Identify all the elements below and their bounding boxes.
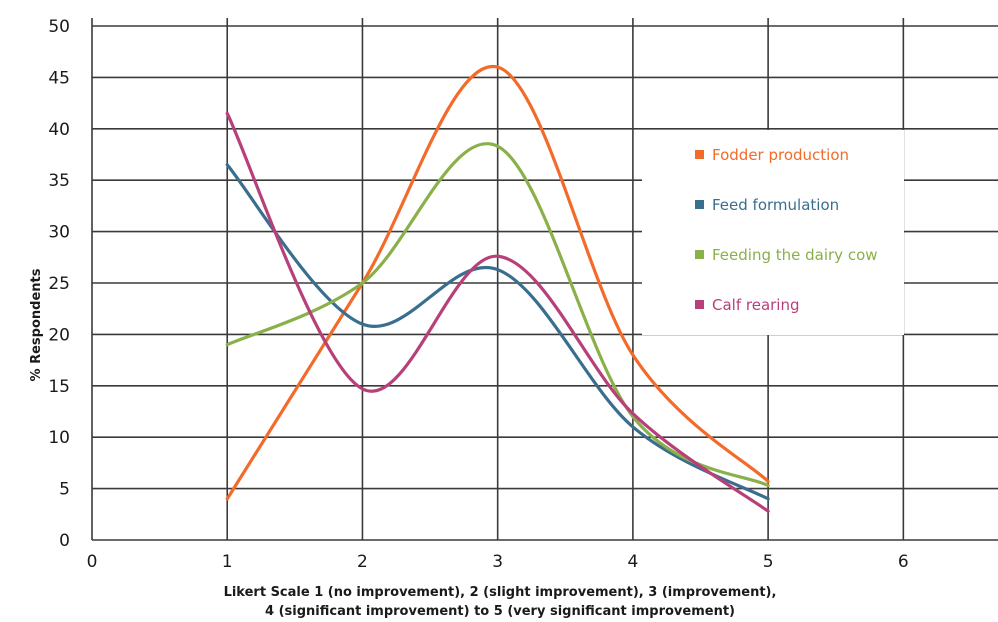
- legend-label-fodder-production: Fodder production: [712, 146, 849, 164]
- x-tick-label: 0: [87, 552, 98, 572]
- series-line-calf-rearing: [225, 111, 770, 513]
- legend-swatch-feed-formulation: [695, 200, 704, 209]
- y-axis-title: % Respondents: [29, 268, 44, 381]
- y-tick-label: 20: [48, 325, 70, 345]
- series-lines: [225, 65, 770, 513]
- y-tick-label: 50: [48, 17, 70, 37]
- x-tick-label: 5: [763, 552, 774, 572]
- y-tick-label: 15: [48, 377, 70, 397]
- x-tick-label: 6: [898, 552, 909, 572]
- legend-background: [642, 130, 904, 335]
- legend: Fodder production Feed formulation Feeding…: [642, 130, 904, 335]
- x-axis-title-line-1: Likert Scale 1 (no improvement), 2 (slig…: [224, 585, 777, 600]
- legend-swatch-calf-rearing: [695, 300, 704, 309]
- y-tick-label: 45: [48, 68, 70, 88]
- legend-label-feed-formulation: Feed formulation: [712, 196, 839, 214]
- x-axis-title-line-2: 4 (significant improvement) to 5 (very s…: [265, 604, 735, 619]
- series-line-fodder-production: [225, 65, 770, 501]
- y-tick-label: 25: [48, 274, 70, 294]
- legend-label-calf-rearing: Calf rearing: [712, 296, 800, 314]
- series-line-feed-formulation: [225, 163, 770, 501]
- y-tick-label: 10: [48, 428, 70, 448]
- legend-swatch-feeding-the-dairy-cow: [695, 250, 704, 259]
- legend-swatch-fodder-production: [695, 150, 704, 159]
- legend-label-feeding-the-dairy-cow: Feeding the dairy cow: [712, 246, 878, 264]
- series-line-feeding-the-dairy-cow: [225, 142, 770, 488]
- x-tick-label: 2: [357, 552, 368, 572]
- y-tick-label: 30: [48, 223, 70, 243]
- x-tick-label: 4: [627, 552, 638, 572]
- y-tick-label: 35: [48, 171, 70, 191]
- x-tick-label: 1: [222, 552, 233, 572]
- y-tick-label: 40: [48, 120, 70, 140]
- y-tick-label: 5: [59, 480, 70, 500]
- x-tick-label: 3: [492, 552, 503, 572]
- y-tick-label: 0: [59, 531, 70, 551]
